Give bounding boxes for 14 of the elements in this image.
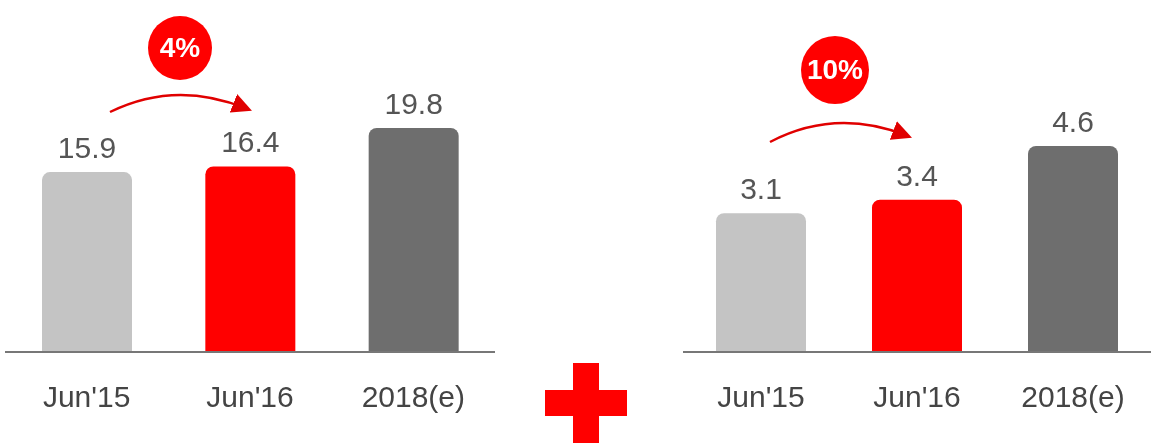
x-tick-label: Jun'16: [206, 380, 294, 414]
data-label: 19.8: [384, 87, 443, 120]
data-label: 3.4: [896, 158, 938, 192]
x-tick-label: 2018(e): [361, 380, 466, 414]
text: 4%: [148, 16, 212, 80]
text: 10%: [801, 36, 869, 104]
x-tick-label: Jun'16: [873, 380, 961, 414]
x-tick-label: Jun'15: [717, 380, 805, 414]
x-tick-label: 2018(e): [1021, 380, 1125, 414]
data-label: 16.4: [221, 125, 280, 159]
x-tick-label: Jun'15: [42, 380, 131, 414]
data-label: 3.1: [740, 172, 782, 206]
data-label: 4.6: [1052, 105, 1094, 138]
data-label: 15.9: [57, 131, 117, 165]
